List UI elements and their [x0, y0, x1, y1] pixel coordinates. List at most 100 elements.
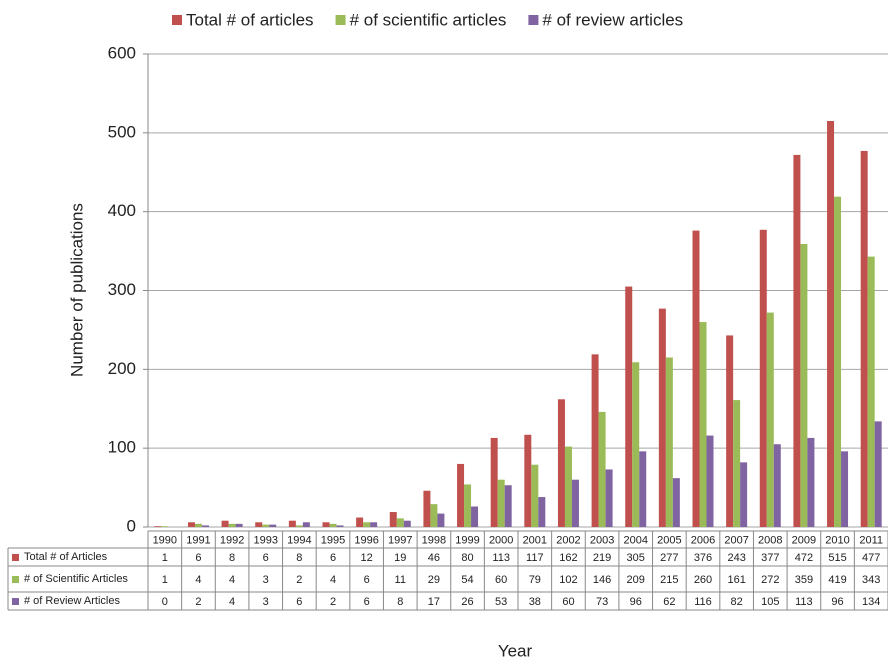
table-cell: 359	[795, 574, 813, 586]
table-cell: 29	[428, 574, 440, 586]
y-tick-label: 400	[108, 201, 136, 220]
bar	[625, 286, 633, 527]
bar	[471, 506, 479, 527]
table-cell: 38	[529, 596, 541, 608]
table-cell: 17	[428, 596, 440, 608]
bar	[464, 484, 472, 527]
x-axis-label: Year	[498, 641, 533, 660]
table-cell: 1	[162, 574, 168, 586]
table-cell: 477	[862, 552, 880, 564]
x-tick-label: 2002	[556, 534, 580, 546]
bar	[800, 243, 808, 527]
table-cell: 12	[361, 552, 373, 564]
table-cell: 515	[828, 552, 846, 564]
table-cell: 376	[694, 552, 712, 564]
bar	[336, 525, 344, 527]
bar	[827, 121, 835, 527]
x-tick-label: 1993	[253, 534, 277, 546]
table-cell: 8	[397, 596, 403, 608]
table-cell: 102	[559, 574, 577, 586]
x-tick-label: 2009	[792, 534, 816, 546]
legend-label: Total # of articles	[186, 10, 314, 29]
table-cell: 60	[495, 574, 507, 586]
bar	[524, 434, 532, 527]
table-cell: 19	[394, 552, 406, 564]
x-tick-label: 1999	[455, 534, 479, 546]
x-tick-label: 1994	[287, 534, 311, 546]
table-cell: 62	[663, 596, 675, 608]
legend-key	[528, 15, 539, 25]
table-cell: 2	[330, 596, 336, 608]
bar	[632, 362, 640, 527]
bar	[457, 463, 465, 527]
bar	[262, 524, 270, 527]
bar	[269, 524, 277, 527]
table-cell: 8	[229, 552, 235, 564]
bar	[665, 357, 673, 527]
x-tick-label: 2003	[590, 534, 614, 546]
table-key	[12, 554, 19, 561]
bar	[759, 229, 767, 527]
table-cell: 2	[296, 574, 302, 586]
table-cell: 82	[731, 596, 743, 608]
bar	[672, 478, 680, 527]
bar	[571, 479, 579, 527]
y-tick-label: 200	[108, 359, 136, 378]
x-tick-label: 1998	[422, 534, 446, 546]
bar	[194, 523, 202, 527]
table-cell: 472	[795, 552, 813, 564]
bar	[564, 446, 572, 527]
bar	[598, 411, 606, 527]
table-cell: 8	[296, 552, 302, 564]
bar	[389, 512, 397, 527]
table-row-label-text: # of Scientific Articles	[24, 573, 128, 585]
table-cell: 3	[263, 574, 269, 586]
bar	[329, 523, 337, 527]
table-cell: 6	[195, 552, 201, 564]
table-cell: 215	[660, 574, 678, 586]
table-cell: 161	[727, 574, 745, 586]
bar	[322, 522, 330, 527]
table-cell: 26	[461, 596, 473, 608]
bar	[403, 520, 411, 527]
table-cell: 4	[229, 596, 235, 608]
bar	[295, 525, 303, 527]
table-cell: 134	[862, 596, 880, 608]
table-row-label: Total # of Articles	[24, 551, 108, 563]
x-tick-label: 1991	[186, 534, 210, 546]
table-cell: 80	[461, 552, 473, 564]
table-cell: 4	[330, 574, 336, 586]
table-key	[12, 576, 19, 583]
bar	[221, 520, 229, 527]
table-cell: 6	[330, 552, 336, 564]
x-tick-label: 2010	[825, 534, 849, 546]
bar	[658, 308, 666, 527]
bar	[793, 154, 801, 527]
bar	[497, 479, 505, 527]
table-cell: 117	[526, 552, 544, 564]
bar	[766, 312, 774, 527]
y-tick-label: 100	[108, 438, 136, 457]
table-cell: 260	[694, 574, 712, 586]
table-cell: 1	[162, 552, 168, 564]
table-cell: 343	[862, 574, 880, 586]
table-row-label-text: Total # of Articles	[24, 551, 108, 563]
legend-key	[335, 15, 346, 25]
x-tick-label: 1996	[354, 534, 378, 546]
table-cell: 146	[593, 574, 611, 586]
bar	[437, 513, 445, 527]
x-tick-label: 1990	[153, 534, 177, 546]
bar	[235, 523, 243, 527]
x-tick-label: 2011	[859, 534, 883, 546]
bar	[490, 437, 498, 527]
table-cell: 53	[495, 596, 507, 608]
bar	[370, 522, 378, 527]
x-tick-label: 1997	[388, 534, 412, 546]
bar	[867, 256, 875, 527]
x-tick-label: 2006	[691, 534, 715, 546]
table-row-label-text: # of Review Articles	[24, 595, 120, 607]
table-cell: 46	[428, 552, 440, 564]
bar	[356, 517, 364, 527]
x-tick-label: 2001	[523, 534, 547, 546]
